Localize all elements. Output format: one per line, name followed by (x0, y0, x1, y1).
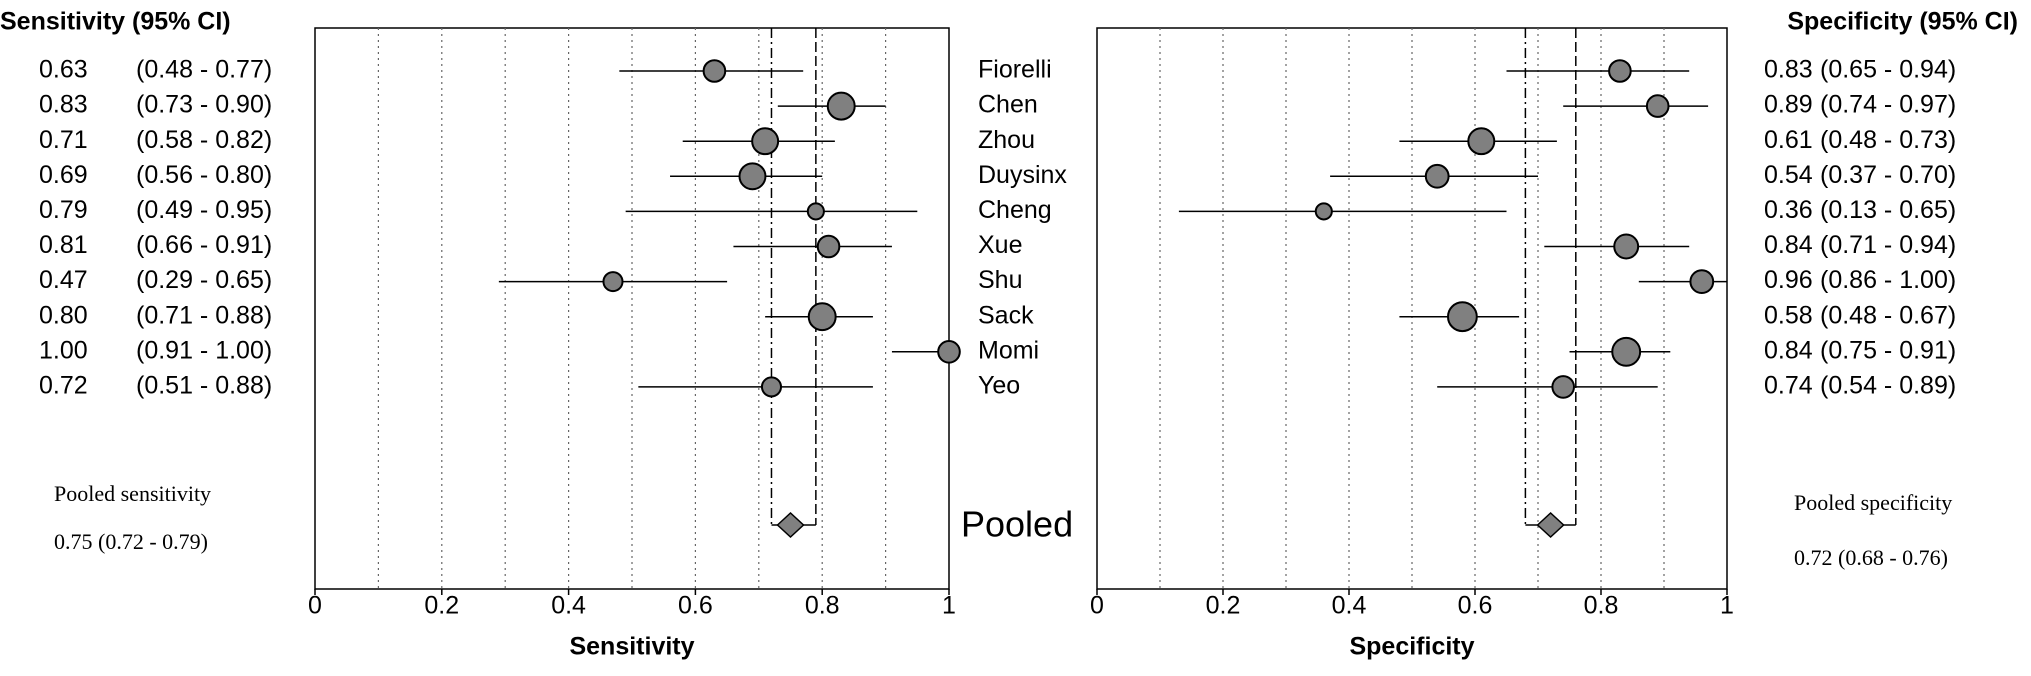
study-name: Zhou (978, 126, 1035, 154)
point-estimate (1611, 336, 1642, 367)
point-estimate (1551, 375, 1575, 399)
ci-label: (0.56 - 0.80) (136, 161, 272, 189)
estimate-label: 0.54 (1764, 161, 1813, 189)
x-tick-label: 0.2 (424, 592, 459, 620)
estimate-label: 0.61 (1764, 126, 1813, 154)
point-estimate (1689, 269, 1715, 294)
estimate-label: 0.69 (39, 161, 88, 189)
point-estimate (760, 376, 783, 398)
x-tick-label: 1 (942, 592, 956, 620)
point-estimate (602, 271, 624, 293)
study-name: Duysinx (978, 161, 1067, 189)
panel-title: Sensitivity (95% CI) (0, 8, 231, 36)
point-estimate (1314, 202, 1333, 221)
estimate-label: 1.00 (39, 336, 88, 364)
ci-label: (0.66 - 0.91) (136, 231, 272, 259)
estimate-label: 0.63 (39, 56, 88, 84)
ci-label: (0.86 - 1.00) (1820, 266, 1956, 294)
ci-label: (0.54 - 0.89) (1820, 372, 1956, 400)
ci-label: (0.58 - 0.82) (136, 126, 272, 154)
pooled-row-label: Pooled (961, 504, 1073, 545)
x-tick-label: 0.4 (1332, 592, 1367, 620)
estimate-label: 0.84 (1764, 336, 1813, 364)
x-tick-label: 0.6 (1458, 592, 1493, 620)
estimate-label: 0.36 (1764, 196, 1813, 224)
pooled-diamond (1536, 511, 1565, 539)
x-tick-label: 0.2 (1206, 592, 1241, 620)
x-tick-label: 0.8 (1584, 592, 1619, 620)
point-estimate (1608, 59, 1632, 83)
ci-label: (0.71 - 0.94) (1820, 231, 1956, 259)
ci-label: (0.74 - 0.97) (1820, 91, 1956, 119)
point-estimate (806, 202, 825, 221)
x-axis-label: Sensitivity (569, 633, 694, 661)
study-name: Chen (978, 91, 1038, 119)
estimate-label: 0.80 (39, 301, 88, 329)
estimate-label: 0.79 (39, 196, 88, 224)
point-estimate (1447, 301, 1478, 333)
x-tick-label: 1 (1720, 592, 1734, 620)
ci-label: (0.73 - 0.90) (136, 91, 272, 119)
ci-label: (0.48 - 0.77) (136, 56, 272, 84)
point-estimate (1613, 233, 1640, 260)
ci-label: (0.49 - 0.95) (136, 196, 272, 224)
point-estimate (937, 340, 961, 364)
point-estimate (826, 91, 856, 121)
ci-label: (0.65 - 0.94) (1820, 56, 1956, 84)
x-tick-label: 0 (1090, 592, 1104, 620)
estimate-label: 0.89 (1764, 91, 1813, 119)
study-name: Sack (978, 301, 1034, 329)
study-name: Xue (978, 231, 1022, 259)
ci-label: (0.71 - 0.88) (136, 301, 272, 329)
study-name: Shu (978, 266, 1022, 294)
ci-label: (0.13 - 0.65) (1820, 196, 1956, 224)
study-name: Momi (978, 336, 1039, 364)
ci-label: (0.37 - 0.70) (1820, 161, 1956, 189)
point-estimate (1645, 94, 1670, 118)
point-estimate (751, 127, 780, 156)
estimate-label: 0.58 (1764, 301, 1813, 329)
pooled-value-label: 0.72 (0.68 - 0.76) (1794, 545, 1948, 570)
estimate-label: 0.72 (39, 372, 88, 400)
ci-label: (0.91 - 1.00) (136, 336, 272, 364)
ci-label: (0.48 - 0.73) (1820, 126, 1956, 154)
study-name: Fiorelli (978, 56, 1052, 84)
estimate-label: 0.74 (1764, 372, 1813, 400)
estimate-label: 0.83 (39, 91, 88, 119)
study-name: Yeo (978, 372, 1020, 400)
estimate-label: 0.84 (1764, 231, 1813, 259)
x-tick-label: 0 (308, 592, 322, 620)
x-axis-label: Specificity (1349, 633, 1474, 661)
point-estimate (738, 162, 767, 191)
point-estimate (816, 234, 841, 259)
estimate-label: 0.83 (1764, 56, 1813, 84)
estimate-label: 0.96 (1764, 266, 1813, 294)
estimate-label: 0.47 (39, 266, 88, 294)
pooled-label: Pooled sensitivity (54, 481, 211, 506)
ci-label: (0.51 - 0.88) (136, 372, 272, 400)
point-estimate (702, 59, 727, 83)
ci-label: (0.48 - 0.67) (1820, 301, 1956, 329)
pooled-diamond (776, 511, 805, 539)
point-estimate (807, 302, 837, 332)
study-name: Cheng (978, 196, 1052, 224)
pooled-value-label: 0.75 (0.72 - 0.79) (54, 529, 208, 554)
point-estimate (1424, 163, 1450, 189)
panel-title: Specificity (95% CI) (1787, 8, 2018, 36)
pooled-label: Pooled specificity (1794, 490, 1952, 515)
x-tick-label: 0.6 (678, 592, 713, 620)
x-tick-label: 0.8 (805, 592, 840, 620)
estimate-label: 0.71 (39, 126, 88, 154)
ci-label: (0.29 - 0.65) (136, 266, 272, 294)
estimate-label: 0.81 (39, 231, 88, 259)
point-estimate (1467, 127, 1496, 156)
x-tick-label: 0.4 (551, 592, 586, 620)
ci-label: (0.75 - 0.91) (1820, 336, 1956, 364)
